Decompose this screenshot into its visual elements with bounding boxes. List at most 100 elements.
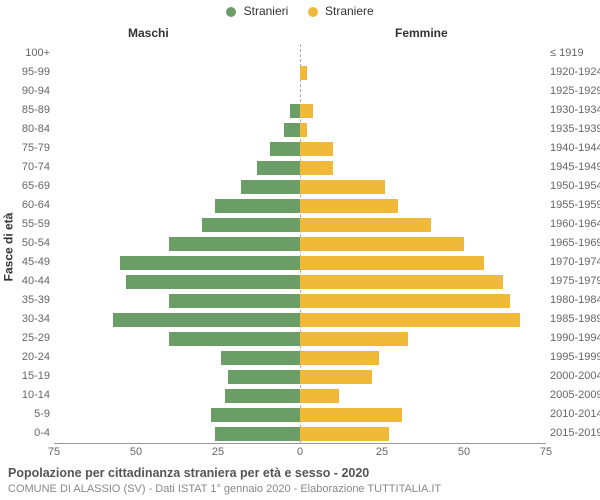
age-label: 70-74 [2,158,50,177]
age-label: 20-24 [2,348,50,367]
birth-year-label: 1990-1994 [550,329,600,348]
pyramid-row: 55-591960-1964 [54,215,546,234]
x-tick: 75 [531,446,561,458]
bar-male [169,294,300,308]
header-female: Femmine [395,26,448,40]
pyramid-row: 70-741945-1949 [54,158,546,177]
bar-female [300,104,313,118]
pyramid-row: 85-891930-1934 [54,101,546,120]
legend-item-female: Straniere [308,4,374,18]
bar-male [113,313,300,327]
x-tick: 0 [285,446,315,458]
age-label: 60-64 [2,196,50,215]
bar-male [215,427,300,441]
x-tick: 50 [449,446,479,458]
bar-male [202,218,300,232]
bar-female [300,142,333,156]
bar-female [300,427,389,441]
bar-female [300,180,385,194]
age-label: 80-84 [2,120,50,139]
birth-year-label: 1980-1984 [550,291,600,310]
bar-male [228,370,300,384]
pyramid-row: 35-391980-1984 [54,291,546,310]
x-tick: 50 [121,446,151,458]
bar-female [300,275,503,289]
bar-female [300,332,408,346]
bar-male [126,275,300,289]
x-axis: 7550250255075 [54,443,546,464]
pyramid-row: 100+≤ 1919 [54,44,546,63]
bar-male [169,237,300,251]
bar-male [225,389,300,403]
bar-female [300,66,307,80]
bar-male [169,332,300,346]
pyramid-row: 30-341985-1989 [54,310,546,329]
age-label: 15-19 [2,367,50,386]
legend: Stranieri Straniere [0,4,600,18]
bar-male [257,161,300,175]
age-label: 75-79 [2,139,50,158]
x-tick: 75 [39,446,69,458]
pyramid-row: 10-142005-2009 [54,386,546,405]
birth-year-label: 1965-1969 [550,234,600,253]
pyramid-row: 50-541965-1969 [54,234,546,253]
birth-year-label: 1930-1934 [550,101,600,120]
birth-year-label: 2005-2009 [550,386,600,405]
bar-male [215,199,300,213]
birth-year-label: 1960-1964 [550,215,600,234]
birth-year-label: 1920-1924 [550,63,600,82]
birth-year-label: 1970-1974 [550,253,600,272]
chart-subtitle: COMUNE DI ALASSIO (SV) - Dati ISTAT 1° g… [8,483,441,495]
birth-year-label: 2015-2019 [550,424,600,443]
header-male: Maschi [128,26,169,40]
age-label: 100+ [2,44,50,63]
bar-female [300,313,520,327]
pyramid-row: 0-42015-2019 [54,424,546,443]
bar-male [211,408,300,422]
birth-year-label: ≤ 1919 [550,44,600,63]
bar-male [241,180,300,194]
age-label: 50-54 [2,234,50,253]
bar-female [300,370,372,384]
pyramid-row: 60-641955-1959 [54,196,546,215]
bar-male [270,142,300,156]
legend-label-female: Straniere [325,4,374,18]
pyramid-row: 45-491970-1974 [54,253,546,272]
birth-year-label: 2010-2014 [550,405,600,424]
bar-male [120,256,300,270]
age-label: 85-89 [2,101,50,120]
birth-year-label: 1985-1989 [550,310,600,329]
pyramid-row: 15-192000-2004 [54,367,546,386]
age-label: 90-94 [2,82,50,101]
bar-female [300,123,307,137]
birth-year-label: 1925-1929 [550,82,600,101]
bar-male [221,351,300,365]
birth-year-label: 1995-1999 [550,348,600,367]
pyramid-row: 20-241995-1999 [54,348,546,367]
bar-male [284,123,300,137]
bar-female [300,218,431,232]
birth-year-label: 1955-1959 [550,196,600,215]
pyramid-row: 25-291990-1994 [54,329,546,348]
age-label: 5-9 [2,405,50,424]
age-label: 35-39 [2,291,50,310]
legend-swatch-male [226,7,236,17]
age-label: 0-4 [2,424,50,443]
bar-female [300,237,464,251]
age-label: 65-69 [2,177,50,196]
birth-year-label: 1950-1954 [550,177,600,196]
birth-year-label: 2000-2004 [550,367,600,386]
birth-year-label: 1945-1949 [550,158,600,177]
legend-label-male: Stranieri [244,4,289,18]
legend-item-male: Stranieri [226,4,288,18]
pyramid-row: 90-941925-1929 [54,82,546,101]
pyramid-plot: 100+≤ 191995-991920-192490-941925-192985… [54,44,546,443]
birth-year-label: 1935-1939 [550,120,600,139]
pyramid-row: 65-691950-1954 [54,177,546,196]
pyramid-row: 5-92010-2014 [54,405,546,424]
birth-year-label: 1940-1944 [550,139,600,158]
legend-swatch-female [308,7,318,17]
age-label: 10-14 [2,386,50,405]
bar-female [300,408,402,422]
bar-female [300,256,484,270]
